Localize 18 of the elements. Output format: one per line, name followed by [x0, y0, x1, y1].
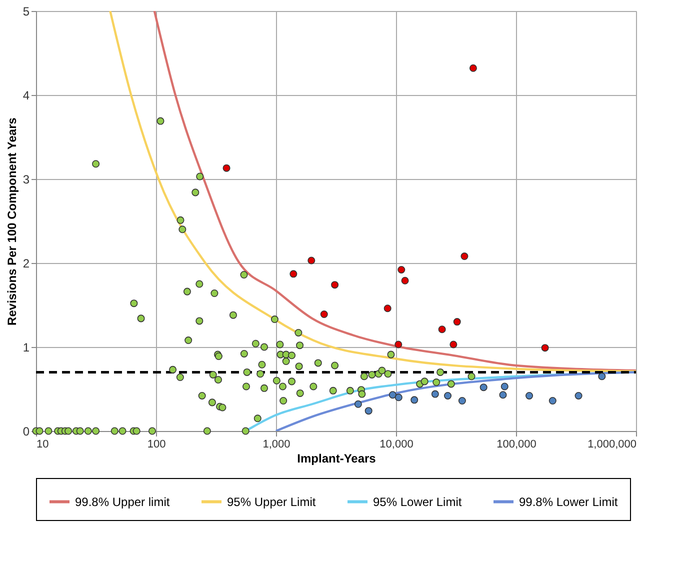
- legend-label: 99.8% Lower Limit: [519, 494, 618, 509]
- y-tick-label: 1: [22, 340, 30, 354]
- y-tick-label: 2: [22, 256, 30, 270]
- legend-label: 95% Lower Limit: [373, 494, 462, 509]
- x-tick-label: 1,000: [262, 438, 290, 450]
- legend-label: 99.8% Upper limit: [75, 494, 170, 509]
- x-tick-label: 10,000: [380, 438, 414, 450]
- x-axis-title: Implant-Years: [297, 452, 376, 466]
- y-tick-label: 5: [22, 4, 30, 18]
- y-tick-label: 3: [22, 172, 30, 186]
- x-tick-label: 1,000,000: [588, 438, 636, 450]
- x-tick-label: 100: [147, 438, 166, 450]
- x-tick-label: 10: [36, 438, 49, 450]
- x-tick-label: 100,000: [496, 438, 536, 450]
- legend-label: 95% Upper Limit: [227, 494, 316, 509]
- y-tick-label: 0: [22, 424, 30, 438]
- y-axis-title: Revisions Per 100 Component Years: [4, 117, 19, 326]
- y-tick-label: 4: [22, 88, 30, 102]
